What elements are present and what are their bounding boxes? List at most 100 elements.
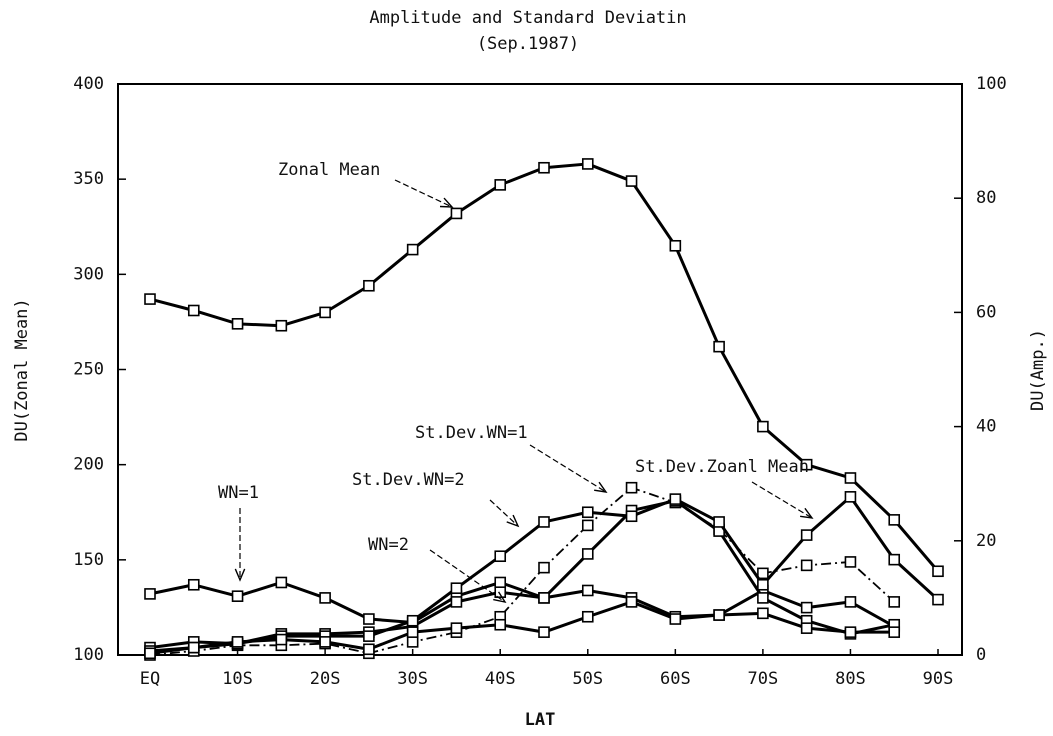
x-tick-label: 90S — [923, 669, 954, 689]
point-marker — [888, 596, 901, 608]
x-tick-label: 30S — [397, 669, 428, 689]
point-marker — [187, 304, 200, 317]
x-tick-label: 60S — [660, 669, 691, 689]
point-marker — [757, 607, 769, 620]
point-marker — [363, 613, 375, 625]
arrow-head — [800, 507, 814, 519]
point-marker — [494, 179, 507, 191]
point-marker — [494, 618, 507, 631]
point-marker — [625, 596, 638, 608]
point-marker — [800, 529, 813, 541]
x-tick-label: 20S — [310, 669, 341, 689]
y-tick-label: 200 — [73, 455, 104, 475]
point-marker — [494, 586, 507, 598]
annotation-arrow — [751, 481, 813, 519]
y-tick-label: 350 — [73, 169, 104, 189]
y2-tick-label: 40 — [976, 417, 996, 437]
y2-axis-label: DU(Amp.) — [1028, 329, 1048, 411]
point-marker — [231, 318, 244, 330]
point-marker — [757, 420, 769, 433]
point-marker — [844, 472, 857, 484]
point-marker — [581, 548, 594, 560]
y2-tick-label: 0 — [976, 645, 986, 665]
point-marker — [144, 588, 156, 600]
point-marker — [319, 636, 331, 648]
point-marker — [757, 567, 769, 580]
point-marker — [757, 578, 769, 591]
point-marker — [275, 319, 288, 332]
arrow-head — [594, 481, 608, 493]
arrow-head — [493, 591, 507, 604]
series-line — [149, 486, 895, 656]
point-marker — [844, 491, 857, 503]
point-marker — [713, 609, 725, 621]
point-marker — [800, 601, 813, 614]
annotation-arrow — [429, 549, 506, 603]
y2-tick-label: 80 — [976, 188, 996, 208]
point-marker — [450, 582, 463, 594]
point-marker — [494, 550, 507, 563]
point-marker — [363, 630, 375, 642]
point-marker — [800, 559, 813, 572]
point-marker — [844, 626, 857, 638]
point-marker — [581, 610, 594, 623]
point-marker — [406, 614, 419, 627]
point-marker — [888, 626, 901, 638]
annotation: WN=2 — [368, 535, 409, 555]
point-marker — [538, 561, 550, 574]
point-marker — [363, 643, 375, 656]
point-marker — [144, 293, 156, 305]
annotation: St.Dev.WN=1 — [415, 423, 528, 443]
point-marker — [932, 593, 944, 606]
point-marker — [494, 576, 507, 589]
point-marker — [406, 626, 419, 638]
x-tick-label: EQ — [140, 669, 160, 689]
point-marker — [538, 626, 550, 638]
annotation: Zonal Mean — [278, 160, 380, 180]
point-marker — [581, 506, 594, 519]
point-marker — [888, 553, 901, 566]
point-marker — [450, 622, 463, 634]
series-line — [149, 499, 895, 650]
arrow-head — [506, 514, 520, 528]
point-marker — [187, 641, 200, 654]
point-marker — [275, 576, 288, 589]
point-marker — [932, 565, 944, 578]
point-marker — [625, 481, 638, 494]
point-marker — [581, 158, 594, 170]
point-marker — [713, 340, 725, 353]
y-tick-label: 300 — [73, 264, 104, 284]
point-marker — [800, 458, 813, 471]
annotation-arrow — [489, 499, 519, 527]
x-tick-label: 10S — [222, 669, 253, 689]
arrow-head — [234, 568, 246, 582]
x-tick-label: 40S — [485, 669, 516, 689]
point-marker — [581, 519, 594, 532]
y2-tick-label: 60 — [976, 302, 996, 322]
x-tick-label: 80S — [835, 669, 866, 689]
y-tick-label: 400 — [73, 74, 104, 94]
chart-title: Amplitude and Standard Deviatin — [369, 8, 686, 28]
x-tick-label: 50S — [572, 669, 603, 689]
chart-subtitle: (Sep.1987) — [477, 34, 579, 54]
x-axis-label: LAT — [525, 710, 556, 730]
point-marker — [669, 493, 682, 505]
series-line — [149, 600, 895, 655]
point-marker — [187, 578, 200, 591]
point-marker — [406, 243, 419, 256]
point-marker — [231, 636, 244, 648]
annotation: St.Dev.Zoanl Mean — [635, 457, 809, 477]
point-marker — [844, 556, 857, 568]
point-marker — [713, 516, 725, 528]
y2-tick-label: 100 — [976, 74, 1007, 94]
y-tick-label: 150 — [73, 550, 104, 570]
point-marker — [581, 584, 594, 597]
point-marker — [757, 592, 769, 604]
y-tick-label: 100 — [73, 645, 104, 665]
point-marker — [888, 514, 901, 526]
series-line — [149, 580, 895, 628]
x-tick-label: 70S — [748, 669, 779, 689]
point-marker — [319, 592, 331, 604]
